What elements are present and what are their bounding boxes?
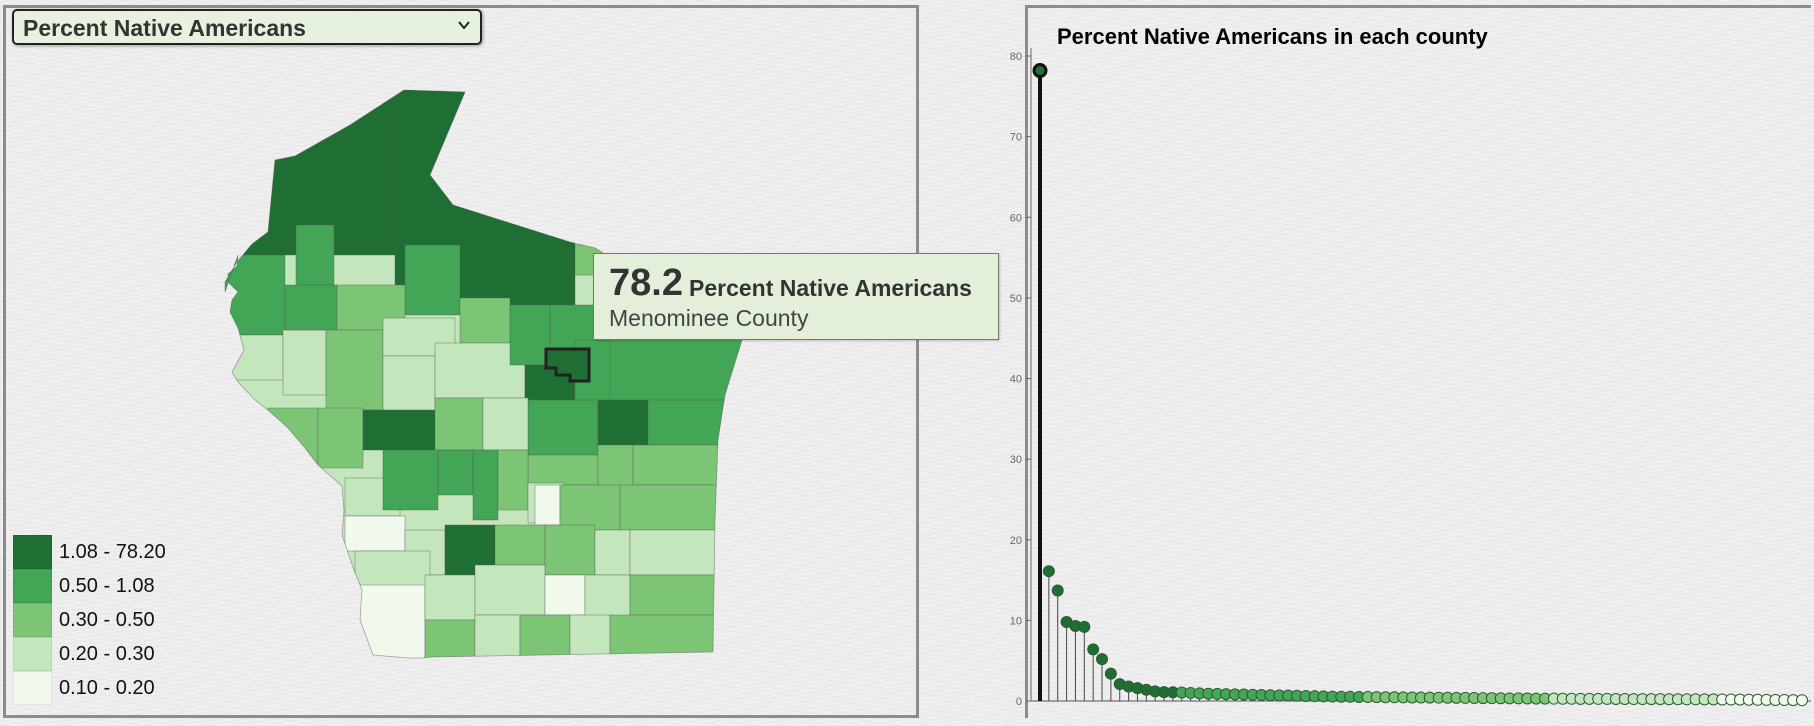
- county: [424, 619, 476, 658]
- chart-panel: [1025, 5, 1811, 718]
- county: [437, 449, 474, 496]
- highlighted-county-outline: [544, 347, 591, 383]
- lollipop-point: [1796, 694, 1808, 707]
- y-tick-label: 30: [1010, 454, 1022, 466]
- y-tick-label: 70: [1010, 132, 1022, 144]
- lollipop-point: [1078, 620, 1091, 633]
- legend-label: 0.10 - 0.20: [59, 677, 155, 699]
- county: [519, 614, 571, 658]
- legend-label: 0.50 - 1.08: [59, 575, 155, 597]
- county: [544, 574, 586, 616]
- legend-swatch: [13, 637, 52, 671]
- county: [282, 329, 327, 396]
- county: [474, 614, 521, 658]
- county: [382, 449, 439, 511]
- lollipop-point: [1051, 584, 1064, 597]
- county: [472, 449, 499, 521]
- county: [594, 529, 631, 576]
- legend-swatch: [13, 603, 52, 637]
- y-tick-label: 50: [1010, 293, 1022, 305]
- county: [527, 399, 599, 456]
- county: [544, 524, 596, 576]
- y-tick-label: 10: [1010, 615, 1022, 627]
- wisconsin-county-map: [224, 89, 761, 659]
- legend-swatch: [13, 671, 52, 705]
- county: [497, 449, 529, 511]
- legend-label: 1.08 - 78.20: [59, 541, 166, 563]
- y-tick-label: 40: [1010, 374, 1022, 386]
- legend-label: 0.30 - 0.50: [59, 609, 155, 631]
- county: [344, 515, 406, 552]
- tooltip-metric: Percent Native Americans: [689, 275, 972, 301]
- lollipop-point: [1087, 643, 1100, 656]
- county-tooltip: 78.2 Percent Native Americans Menominee …: [593, 253, 999, 340]
- lollipop-point: [1104, 667, 1117, 680]
- county: [325, 329, 384, 411]
- variable-dropdown[interactable]: Percent Native Americans: [12, 9, 482, 45]
- tooltip-value: 78.2: [609, 262, 683, 304]
- county: [632, 444, 729, 486]
- county: [647, 399, 729, 446]
- chart-title: Percent Native Americans in each county: [1057, 24, 1488, 49]
- county: [584, 574, 631, 621]
- county: [404, 244, 461, 316]
- y-tick-label: 60: [1010, 212, 1022, 224]
- lollipop-point: [1096, 653, 1109, 666]
- legend-swatch: [13, 535, 52, 569]
- legend-label: 0.20 - 0.30: [59, 643, 155, 665]
- county: [424, 574, 476, 621]
- map-panel: [3, 5, 919, 718]
- county: [609, 614, 731, 658]
- county: [317, 407, 364, 469]
- lollipop-point: [1032, 63, 1048, 79]
- county: [494, 524, 546, 566]
- lollipop-point: [1042, 565, 1055, 578]
- county: [459, 297, 511, 344]
- county: [359, 584, 426, 658]
- tooltip-county-name: Menominee County: [609, 305, 809, 331]
- y-tick-label: 20: [1010, 535, 1022, 547]
- y-tick-label: 0: [1016, 696, 1022, 708]
- county: [295, 224, 335, 286]
- county: [569, 614, 611, 658]
- county: [597, 399, 649, 446]
- y-tick-label: 80: [1010, 51, 1022, 63]
- chevron-down-icon: [458, 21, 470, 30]
- county: [284, 284, 338, 331]
- legend-swatch: [13, 569, 52, 603]
- county: [534, 484, 561, 526]
- county: [619, 484, 729, 531]
- county: [509, 304, 551, 366]
- variable-dropdown-value: Percent Native Americans: [23, 15, 306, 41]
- county: [474, 564, 546, 616]
- county: [527, 454, 599, 486]
- county: [434, 397, 484, 451]
